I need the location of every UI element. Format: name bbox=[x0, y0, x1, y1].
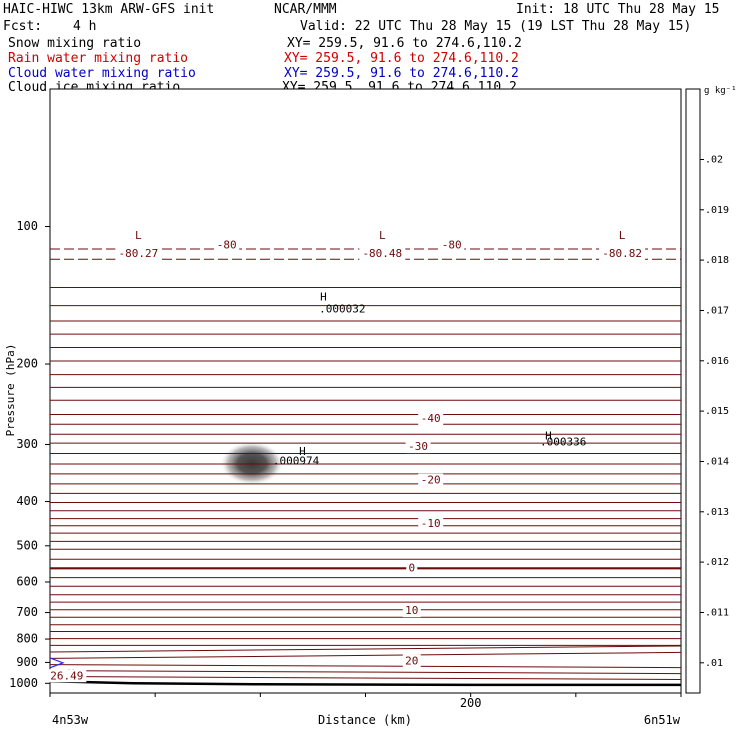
contour-label: -40 bbox=[421, 412, 441, 425]
valid-time: Valid: 22 UTC Thu 28 May 15 (19 LST Thu … bbox=[300, 19, 692, 34]
title-center: NCAR/MMM bbox=[274, 2, 337, 17]
contour-label-mask bbox=[406, 561, 418, 575]
isotherm-line bbox=[49, 676, 682, 680]
x-end-label-left: 4n53w bbox=[52, 713, 89, 727]
contour-label: .000336 bbox=[540, 435, 586, 448]
colorbar-frame bbox=[685, 88, 701, 694]
contour-label: -80.82 bbox=[602, 247, 642, 260]
contour-label-mask bbox=[418, 412, 444, 426]
contour-label-mask bbox=[418, 517, 444, 531]
contour-label: -10 bbox=[421, 517, 441, 530]
colorbar-label: .01 bbox=[705, 658, 723, 669]
fcst-label: Fcst: bbox=[3, 19, 43, 34]
y-tick-label: 600 bbox=[16, 574, 38, 588]
title-right: Init: 18 UTC Thu 28 May 15 bbox=[516, 2, 720, 17]
low-marker: L bbox=[619, 229, 626, 242]
contour-label-mask bbox=[402, 654, 421, 668]
high-marker: H bbox=[320, 290, 327, 303]
colorbar-label: .016 bbox=[705, 356, 729, 367]
contour-label: 20 bbox=[405, 654, 418, 667]
y-tick-label: 1000 bbox=[9, 676, 38, 690]
y-tick-label: 700 bbox=[16, 605, 38, 619]
contour-label-mask bbox=[214, 238, 240, 252]
colorbar-label: .015 bbox=[705, 406, 729, 417]
colorbar-label: .019 bbox=[705, 205, 729, 216]
low-marker: L bbox=[379, 229, 386, 242]
contour-label-mask bbox=[439, 238, 465, 252]
contour-label: .000032 bbox=[319, 303, 365, 316]
colorbar-label: .013 bbox=[705, 507, 729, 518]
field-name-rain: Rain water mixing ratio bbox=[8, 51, 189, 66]
high-marker: H bbox=[299, 445, 306, 458]
plot-frame bbox=[49, 88, 682, 694]
x-end-label-right: 6n51w bbox=[644, 713, 681, 727]
isotherm-line bbox=[49, 651, 682, 659]
contour-label: 26.49 bbox=[50, 669, 83, 682]
field-xy-snow: XY= 259.5, 91.6 to 274.6,110.2 bbox=[287, 36, 522, 51]
field-xy-rain: XY= 259.5, 91.6 to 274.6,110.2 bbox=[284, 51, 519, 66]
y-tick-label: 300 bbox=[16, 437, 38, 451]
colorbar-label: .011 bbox=[705, 608, 729, 619]
y-tick-label: 500 bbox=[16, 538, 38, 552]
y-tick-label: 400 bbox=[16, 494, 38, 508]
isotherm-line bbox=[49, 670, 682, 675]
contour-label-mask bbox=[47, 669, 87, 683]
y-tick-label: 800 bbox=[16, 632, 38, 646]
colorbar-label: .014 bbox=[705, 457, 729, 468]
x-axis-title: Distance (km) bbox=[318, 713, 412, 727]
x-tick-label: 200 bbox=[460, 696, 482, 710]
contour-label: 0 bbox=[408, 561, 415, 574]
terrain-surface-line bbox=[49, 680, 681, 687]
contour-label-mask bbox=[402, 604, 421, 618]
contour-label: -80.48 bbox=[362, 247, 402, 260]
y-tick-label: 100 bbox=[16, 219, 38, 233]
colorbar-label: .012 bbox=[705, 557, 729, 568]
contour-label-mask bbox=[115, 247, 162, 261]
contour-label: -80 bbox=[217, 238, 237, 251]
colorbar-unit: g kg⁻¹ bbox=[704, 86, 737, 96]
y-axis-title: Pressure (hPa) bbox=[4, 344, 17, 437]
high-marker: H bbox=[545, 429, 552, 442]
contour-label: .000974 bbox=[273, 455, 320, 468]
isotherm-line bbox=[49, 664, 682, 669]
contour-label: -30 bbox=[408, 440, 428, 453]
isotherm-line bbox=[49, 645, 682, 653]
y-tick-label: 200 bbox=[16, 357, 38, 371]
field-name-cloud-water: Cloud water mixing ratio bbox=[8, 66, 196, 81]
contour-label: -80 bbox=[442, 238, 462, 251]
cloud-water-marker bbox=[49, 657, 65, 669]
colorbar-label: .017 bbox=[705, 306, 729, 317]
contour-label: -20 bbox=[421, 474, 441, 487]
title-left: HAIC-HIWC 13km ARW-GFS init bbox=[3, 2, 215, 17]
colorbar-label: .018 bbox=[705, 255, 729, 266]
field-name-snow: Snow mixing ratio bbox=[8, 36, 142, 51]
contour-label: 10 bbox=[405, 604, 418, 617]
fcst-value: 4 h bbox=[73, 19, 97, 34]
contour-label: -80.27 bbox=[118, 247, 158, 260]
y-tick-label: 900 bbox=[16, 655, 38, 669]
field-xy-cloud-water: XY= 259.5, 91.6 to 274.6,110.2 bbox=[284, 66, 519, 81]
contour-label-mask bbox=[359, 247, 406, 261]
contour-label-mask bbox=[405, 440, 431, 454]
contour-label-mask bbox=[599, 247, 646, 261]
low-marker: L bbox=[135, 229, 142, 242]
colorbar-label: .02 bbox=[705, 155, 723, 166]
contour-label-mask bbox=[418, 473, 444, 487]
